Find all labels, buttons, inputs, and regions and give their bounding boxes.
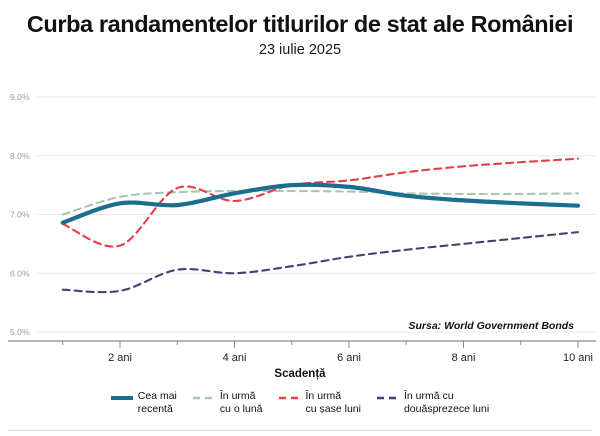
legend-swatch-in-urma-cu-douasprezece-luni [376, 391, 399, 403]
chart-legend: Cea mai recentă În urmă cu o lună În urmă … [0, 390, 600, 416]
legend-item-in-urma-cu-o-luna[interactable]: În urmă cu o lună [192, 390, 263, 416]
x-axis-tick-label: 10 ani [563, 352, 593, 364]
x-axis-tick-label: 4 ani [223, 352, 247, 364]
x-axis-tick-label: 2 ani [108, 352, 132, 364]
chart-header: Curba randamentelor titlurilor de stat a… [0, 0, 600, 59]
bottom-divider [8, 430, 592, 431]
legend-item-in-urma-cu-douasprezece-luni[interactable]: În urmă cu douăsprezece luni [376, 390, 490, 416]
x-axis-tick-label: 6 ani [337, 352, 361, 364]
legend-item-in-urma-cu-sase-luni[interactable]: În urmă cu șase luni [278, 390, 361, 416]
series-line-3 [61, 231, 580, 294]
x-axis-title: Scadență [274, 368, 326, 380]
y-axis-tick-label: 6.0% [10, 268, 30, 278]
plot-area: 5.0% 6.0% 7.0% 8.0% 9.0% 2 ani 4 ani 6 ani 8 ani… [0, 80, 600, 365]
legend-swatch-in-urma-cu-o-luna [192, 391, 215, 403]
legend-label-in-urma-cu-o-luna: În urmă cu o lună [219, 390, 263, 415]
legend-label-cea-mai-recenta: Cea mai recentă [137, 390, 177, 415]
source-note: Sursa: World Government Bonds [409, 320, 575, 332]
series-line-1 [61, 189, 580, 216]
y-axis-tick-label: 9.0% [10, 92, 30, 102]
y-axis-tick-label: 7.0% [10, 210, 30, 220]
legend-label-in-urma-cu-douasprezece-luni: În urmă cu douăsprezece luni [403, 390, 490, 415]
legend-label-in-urma-cu-sase-luni: În urmă cu șase luni [305, 390, 361, 415]
y-axis-tick-label: 8.0% [10, 151, 30, 161]
series-line-0 [60, 182, 581, 225]
page-title: Curba randamentelor titlurilor de stat a… [26, 11, 574, 37]
x-axis-tick-label: 8 ani [452, 352, 476, 364]
legend-swatch-cea-mai-recenta [110, 391, 133, 403]
legend-swatch-in-urma-cu-sase-luni [278, 391, 301, 403]
y-axis-tick-label: 5.0% [10, 327, 30, 337]
legend-item-cea-mai-recenta[interactable]: Cea mai recentă [110, 390, 177, 416]
yield-curve-chart: 5.0% 6.0% 7.0% 8.0% 9.0% 2 ani 4 ani 6 ani 8 ani… [8, 92, 596, 364]
chart-subtitle: 23 iulie 2025 [258, 42, 342, 59]
